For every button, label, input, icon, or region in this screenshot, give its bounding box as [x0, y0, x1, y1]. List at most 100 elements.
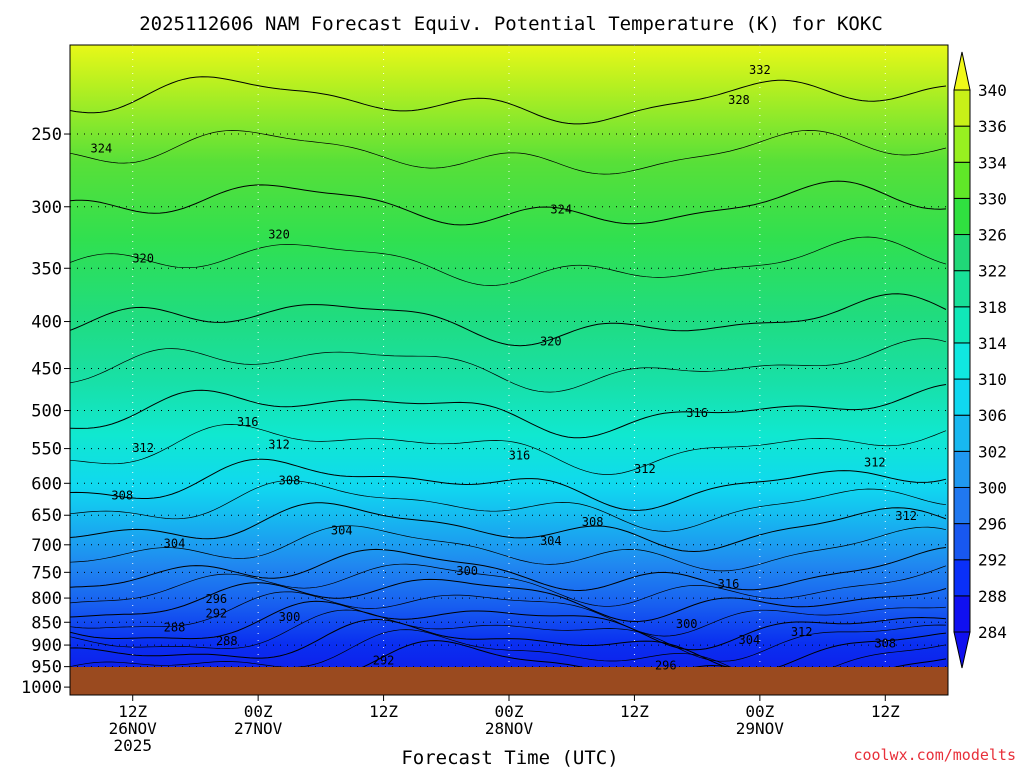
x-tick-label: 27NOV [234, 719, 283, 738]
contour-line [70, 180, 947, 226]
y-tick-label: 400 [31, 313, 62, 333]
theta-e-fill [70, 45, 948, 695]
colorbar-max-arrow [953, 51, 971, 91]
x-tick-label: 26NOV [109, 719, 158, 738]
contour-line [70, 618, 947, 673]
contour-label: 292 [373, 654, 395, 668]
y-tick-label: 650 [31, 506, 62, 526]
x-tick-label: 00Z [244, 702, 273, 721]
contour-label: 316 [718, 577, 740, 591]
colorbar-label: 292 [978, 551, 1007, 570]
contour-line [70, 338, 947, 393]
y-tick-label: 450 [31, 360, 62, 380]
contour-label: 304 [540, 534, 562, 548]
colorbar-swatch [953, 450, 971, 488]
contour-label: 308 [279, 474, 301, 488]
colorbar-swatch [953, 486, 971, 525]
colorbar-label: 330 [978, 189, 1007, 208]
colorbar-swatch [953, 270, 971, 308]
contour-label: 312 [864, 455, 886, 469]
contour-label: 316 [509, 448, 531, 462]
x-tick-label: 00Z [495, 702, 524, 721]
y-tick-label: 950 [31, 658, 62, 678]
y-axis: 250 300 350 400 450 500 550 600 650 700 750 800 850 9… [21, 125, 70, 698]
y-tick-label: 300 [31, 198, 62, 218]
contour-line [70, 236, 947, 286]
y-tick-label: 250 [31, 125, 62, 145]
contour-label: 308 [582, 515, 604, 529]
chart-title: 2025112606 NAM Forecast Equiv. Potential… [139, 13, 883, 35]
colorbar-swatch [953, 342, 971, 380]
contour-label: 304 [331, 523, 353, 537]
colorbar-label: 340 [978, 81, 1007, 100]
colorbar-swatch [953, 523, 971, 561]
x-tick-label: 12Z [369, 702, 398, 721]
x-tick-label: 2025 [113, 736, 152, 755]
contour-line [70, 424, 947, 475]
contour-label: 332 [749, 63, 771, 77]
x-tick-label: 28NOV [485, 719, 534, 738]
y-tick-label: 850 [31, 613, 62, 633]
contour-label: 308 [111, 489, 133, 503]
colorbar-swatch [953, 125, 971, 163]
x-axis-label: Forecast Time (UTC) [401, 747, 618, 768]
contour-line [70, 480, 947, 532]
contour-label: 300 [279, 610, 301, 624]
contour-label: 292 [205, 607, 227, 621]
y-tick-label: 1000 [21, 678, 62, 698]
contour-labels: 332 328 324 324 320 320 320 316 316 316 312 312 312 3… [91, 63, 918, 673]
x-tick-label: 00Z [745, 702, 774, 721]
colorbar-swatch [953, 559, 971, 597]
contour-label: 328 [728, 93, 750, 107]
colorbar-min-arrow [953, 631, 971, 669]
y-tick-label: 700 [31, 536, 62, 556]
contour-label: 324 [550, 202, 572, 216]
colorbar-swatch [953, 197, 971, 236]
y-tick-label: 750 [31, 563, 62, 583]
colorbar-swatch [953, 306, 971, 344]
contour-line [70, 76, 947, 125]
contour-label: 308 [874, 636, 896, 650]
colorbar-label: 322 [978, 262, 1007, 281]
contour-line [70, 525, 947, 572]
contour-line [70, 458, 947, 511]
contour-label: 312 [791, 625, 813, 639]
x-tick-label: 12Z [620, 702, 649, 721]
colorbar-swatch [953, 89, 971, 127]
colorbar-swatch [953, 234, 971, 272]
colorbar-swatch [953, 595, 971, 633]
contour-label: 296 [205, 592, 227, 606]
contour-line [70, 547, 947, 592]
contour-label: 288 [164, 621, 186, 635]
contour-lines [70, 76, 947, 692]
y-tick-label: 800 [31, 589, 62, 609]
y-tick-label: 500 [31, 402, 62, 422]
contour-label: 296 [655, 659, 677, 673]
colorbar-label: 334 [978, 153, 1007, 172]
y-tick-label: 900 [31, 636, 62, 656]
contour-label: 316 [686, 406, 708, 420]
contour-line [70, 578, 947, 623]
x-tick-label: 12Z [871, 702, 900, 721]
contour-label: 312 [634, 462, 656, 476]
contour-label: 316 [237, 415, 259, 429]
contour-label: 320 [132, 252, 154, 266]
contour-line [70, 600, 947, 651]
colorbar-label: 300 [978, 478, 1007, 497]
contour-label: 312 [132, 441, 154, 455]
contour-line [70, 609, 947, 662]
colorbar-label: 336 [978, 117, 1007, 136]
y-tick-label: 350 [31, 259, 62, 279]
contour-label: 312 [268, 438, 290, 452]
contour-label: 324 [91, 142, 113, 156]
contour-label: 300 [456, 564, 478, 578]
credit-link[interactable]: coolwx.com/modelts [853, 746, 1016, 764]
contour-label: 304 [739, 633, 761, 647]
contour-label: 288 [216, 634, 238, 648]
contour-label: 320 [268, 228, 290, 242]
colorbar-label: 284 [978, 623, 1007, 642]
contour-line [70, 591, 947, 637]
contour-label: 304 [164, 537, 186, 551]
